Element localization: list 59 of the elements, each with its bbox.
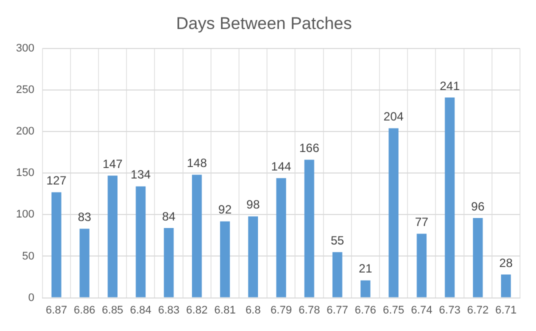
- data-label: 28: [499, 256, 513, 270]
- bar: [501, 274, 511, 298]
- bar: [248, 216, 258, 298]
- bar: [276, 178, 286, 298]
- x-tick-label: 6.73: [439, 304, 460, 316]
- x-tick-label: 6.77: [326, 304, 348, 316]
- chart-title: Days Between Patches: [176, 14, 352, 33]
- data-label: 241: [440, 78, 460, 93]
- bar: [360, 280, 370, 298]
- x-tick-label: 6.76: [354, 304, 376, 316]
- y-tick-label: 250: [16, 84, 34, 96]
- x-tick-label: 6.82: [186, 304, 208, 316]
- bar: [304, 160, 314, 298]
- bar: [220, 221, 230, 298]
- data-label: 147: [102, 156, 123, 171]
- y-tick-label: 300: [16, 42, 34, 54]
- data-label: 204: [384, 110, 404, 124]
- data-label: 127: [46, 174, 67, 188]
- bar: [51, 192, 62, 298]
- x-tick-label: 6.84: [130, 304, 152, 316]
- data-label: 148: [186, 156, 208, 170]
- x-tick-label: 6.8: [245, 304, 261, 316]
- bar: [136, 186, 146, 298]
- bar: [164, 228, 174, 298]
- x-tick-label: 6.71: [495, 304, 517, 316]
- data-label: 166: [299, 141, 320, 156]
- y-tick-label: 100: [16, 208, 34, 221]
- x-tick-label: 6.75: [382, 304, 404, 316]
- bar: [388, 128, 398, 298]
- data-label: 92: [218, 202, 232, 217]
- bar: [108, 176, 118, 298]
- x-tick-label: 6.87: [46, 304, 68, 316]
- data-label: 83: [78, 210, 92, 224]
- bar: [444, 97, 455, 298]
- x-tick-label: 6.78: [298, 304, 320, 316]
- bar: [472, 218, 483, 298]
- x-tick-label: 6.86: [74, 304, 96, 316]
- bar: [80, 228, 90, 298]
- data-label: 21: [358, 262, 372, 276]
- x-tick-label: 6.83: [158, 304, 180, 316]
- data-label: 55: [330, 233, 344, 248]
- data-label: 144: [271, 159, 292, 174]
- y-tick-label: 150: [16, 167, 34, 180]
- data-label: 134: [130, 168, 152, 182]
- x-tick-label: 6.74: [410, 304, 432, 316]
- data-label: 77: [414, 215, 429, 230]
- y-tick-label: 0: [28, 292, 34, 304]
- x-tick-label: 6.81: [214, 304, 236, 316]
- data-label: 96: [471, 199, 485, 214]
- x-tick-label: 6.79: [270, 304, 292, 316]
- bar: [332, 252, 342, 298]
- y-tick-label: 50: [22, 250, 34, 262]
- x-tick-label: 6.85: [102, 304, 124, 316]
- data-label: 98: [246, 198, 260, 212]
- bar: [192, 174, 202, 298]
- x-tick-label: 6.72: [467, 304, 489, 316]
- y-tick-label: 200: [16, 126, 34, 138]
- bar: [416, 234, 427, 298]
- data-label: 84: [162, 209, 176, 224]
